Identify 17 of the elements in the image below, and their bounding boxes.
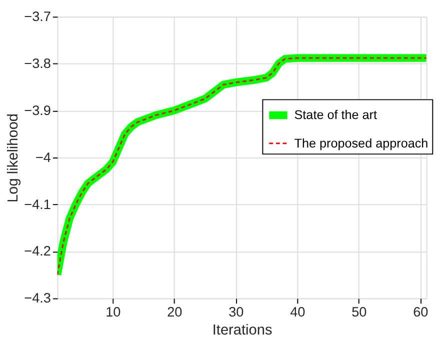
y-tick-label: −4.3 bbox=[24, 290, 51, 306]
y-tick-label: −3.7 bbox=[24, 9, 51, 24]
x-tick-label: 20 bbox=[167, 304, 183, 320]
y-tick-label: −4 bbox=[36, 150, 52, 165]
x-axis-title: Iterations bbox=[212, 322, 272, 339]
y-tick-label: −4.1 bbox=[24, 196, 51, 212]
x-tick-label: 40 bbox=[290, 304, 306, 320]
legend-label: The proposed approach bbox=[294, 136, 428, 150]
y-axis-title: Log likelihood bbox=[5, 113, 22, 202]
x-tick-label: 50 bbox=[352, 304, 368, 320]
y-tick-label: −4.2 bbox=[24, 244, 51, 259]
x-tick-label: 60 bbox=[413, 304, 429, 320]
legend-label: State of the art bbox=[294, 108, 378, 122]
x-tick-label: 10 bbox=[106, 304, 122, 320]
x-tick-label: 30 bbox=[228, 304, 244, 320]
y-tick-label: −3.9 bbox=[24, 102, 51, 118]
y-tick-label: −3.8 bbox=[24, 56, 51, 71]
